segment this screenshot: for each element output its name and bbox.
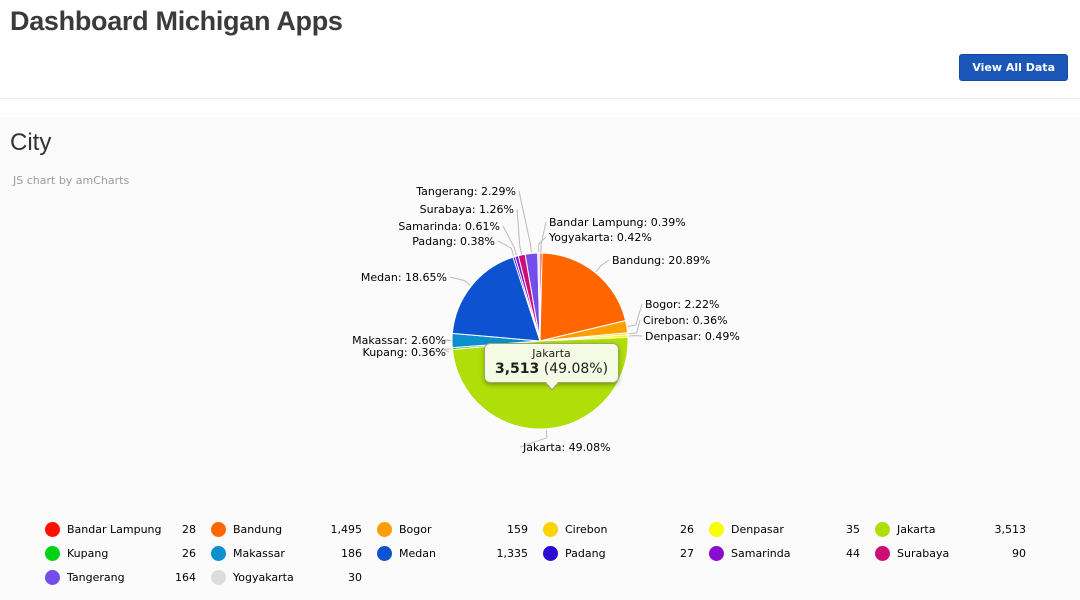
legend-label: Surabaya [897, 546, 950, 560]
legend-marker-bandung[interactable] [211, 521, 226, 537]
legend-label: Kupang [67, 546, 109, 560]
legend-value: 44 [846, 546, 860, 560]
legend-label: Cirebon [565, 522, 608, 536]
legend-value: 26 [182, 546, 196, 560]
legend-item-bogor[interactable]: Bogor 159 [377, 517, 543, 541]
legend-value: 35 [846, 522, 860, 536]
pie-slice-bandung[interactable] [539, 252, 627, 342]
legend-item-samarinda[interactable]: Samarinda 44 [709, 541, 875, 565]
page-header: Dashboard Michigan Apps View All Data [0, 0, 1080, 99]
legend-marker-bandar-lampung[interactable] [45, 521, 60, 537]
legend-marker-medan[interactable] [377, 545, 392, 561]
legend-marker-denpasar[interactable] [709, 521, 724, 537]
legend-label: Makassar [233, 546, 285, 560]
tooltip-city-name: Jakarta [532, 347, 571, 360]
legend-label: Bandar Lampung [67, 522, 162, 536]
legend-value: 1,335 [496, 546, 529, 560]
legend-label: Tangerang [67, 570, 125, 584]
legend-label: Bogor [399, 522, 432, 536]
legend-value: 164 [175, 570, 196, 584]
legend-label: Samarinda [731, 546, 791, 560]
legend-marker-kupang[interactable] [45, 545, 60, 561]
legend-marker-makassar[interactable] [211, 545, 226, 561]
legend-item-padang[interactable]: Padang 27 [543, 541, 709, 565]
panel-title: City [10, 129, 52, 156]
view-all-data-button[interactable]: View All Data [959, 54, 1068, 81]
legend-item-denpasar[interactable]: Denpasar 35 [709, 517, 875, 541]
chart-tooltip: Jakarta 3,513 (49.08%) [484, 343, 620, 391]
legend-item-surabaya[interactable]: Surabaya 90 [875, 541, 1041, 565]
legend-label: Padang [565, 546, 606, 560]
legend-marker-tangerang[interactable] [45, 569, 60, 585]
legend-item-yogyakarta[interactable]: Yogyakarta 30 [211, 565, 377, 589]
legend-value: 26 [680, 522, 694, 536]
legend-marker-padang[interactable] [543, 545, 558, 561]
tooltip-value-line: 3,513 (49.08%) [495, 361, 608, 377]
legend-item-bandung[interactable]: Bandung 1,495 [211, 517, 377, 541]
legend-item-medan[interactable]: Medan 1,335 [377, 541, 543, 565]
legend-value: 159 [507, 522, 528, 536]
legend-item-tangerang[interactable]: Tangerang 164 [45, 565, 211, 589]
legend-value: 186 [341, 546, 362, 560]
legend-value: 28 [182, 522, 196, 536]
legend-item-cirebon[interactable]: Cirebon 26 [543, 517, 709, 541]
chart-legend: Bandar Lampung 28 Bandung 1,495 Bogor 159 Cire… [45, 517, 1041, 589]
legend-value: 30 [348, 570, 362, 584]
tooltip-value: 3,513 [495, 361, 540, 377]
legend-marker-surabaya[interactable] [875, 545, 890, 561]
legend-marker-jakarta[interactable] [875, 521, 890, 537]
legend-label: Yogyakarta [233, 570, 294, 584]
legend-item-kupang[interactable]: Kupang 26 [45, 541, 211, 565]
pie-slice-medan[interactable] [451, 256, 541, 342]
pie-slice-yogyakarta[interactable] [537, 252, 541, 342]
legend-item-bandar-lampung[interactable]: Bandar Lampung 28 [45, 517, 211, 541]
legend-label: Jakarta [897, 522, 936, 536]
legend-label: Medan [399, 546, 436, 560]
legend-item-makassar[interactable]: Makassar 186 [211, 541, 377, 565]
legend-value: 3,513 [994, 522, 1027, 536]
legend-value: 27 [680, 546, 694, 560]
legend-value: 1,495 [330, 522, 363, 536]
tooltip-percent: (49.08%) [543, 361, 609, 377]
legend-marker-cirebon[interactable] [543, 521, 558, 537]
legend-item-jakarta[interactable]: Jakarta 3,513 [875, 517, 1041, 541]
legend-label: Denpasar [731, 522, 784, 536]
legend-marker-yogyakarta[interactable] [211, 569, 226, 585]
legend-marker-samarinda[interactable] [709, 545, 724, 561]
amcharts-credit-link[interactable]: JS chart by amCharts [13, 174, 130, 187]
legend-value: 90 [1012, 546, 1026, 560]
legend-label: Bandung [233, 522, 283, 536]
page-title: Dashboard Michigan Apps [10, 6, 343, 36]
legend-marker-bogor[interactable] [377, 521, 392, 537]
